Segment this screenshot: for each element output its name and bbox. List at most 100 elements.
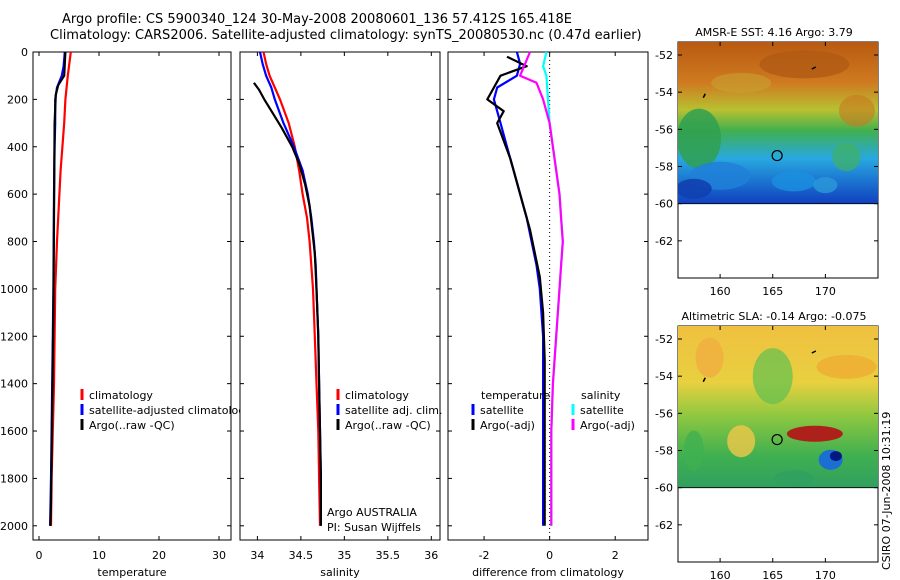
temperature-ytick-label: 600 <box>7 188 28 201</box>
temperature-panel: 0 200 400 600 800 1000 1200 1400 1600 1800 2000 0 10… <box>0 46 252 579</box>
salinity-xtick-label: 36 <box>424 549 438 562</box>
salinity-xtick-label: 34 <box>250 549 264 562</box>
sla-map-field-patch <box>752 348 793 405</box>
temperature-xtick-label: 20 <box>152 549 166 562</box>
temperature-ytick-label: 400 <box>7 141 28 154</box>
temperature-ytick-label: 200 <box>7 93 28 106</box>
temperature-xtick-label: 10 <box>92 549 106 562</box>
temperature-ytick-label: 1200 <box>0 330 28 343</box>
legend-label: satellite-adjusted climatology <box>89 404 252 417</box>
sla-map-field-patch <box>786 425 843 442</box>
sst-map-field-patch <box>813 177 838 194</box>
temperature-ytick-label: 1400 <box>0 378 28 391</box>
legend-label: satellite adj. clim. <box>345 404 442 417</box>
temperature-ytick-label: 800 <box>7 236 28 249</box>
legend-heading: salinity <box>581 389 621 402</box>
sst-map-ytick-label: -54 <box>655 86 673 99</box>
temperature-ytick-label: 2000 <box>0 520 28 533</box>
sst-map-ytick-label: -62 <box>655 235 673 248</box>
difference-frame <box>447 51 649 541</box>
salinity-xlabel: salinity <box>320 566 360 579</box>
sla-map-field <box>678 326 878 488</box>
sla-map-field-patch <box>683 430 704 471</box>
legend-label: climatology <box>89 389 153 402</box>
difference-xtick-label: 2 <box>612 549 619 562</box>
salinity-frame <box>239 51 441 541</box>
sla-map-ytick-label: -60 <box>655 482 673 495</box>
temperature-series-line <box>49 51 72 526</box>
sla-map-ytick-label: -54 <box>655 370 673 383</box>
legend-label: satellite <box>480 404 524 417</box>
temperature-xtick-label: 0 <box>36 549 43 562</box>
sst-map-xtick-label: 170 <box>815 285 836 298</box>
sla-map-ytick-label: -52 <box>655 333 673 346</box>
sst-map-xtick-label: 165 <box>762 285 783 298</box>
sst-map-xtick-label: 160 <box>710 285 731 298</box>
legend-label: satellite <box>580 404 624 417</box>
temperature-ytick-label: 0 <box>21 46 28 59</box>
sst-map-title: AMSR-E SST: 4.16 Argo: 3.79 <box>695 26 853 39</box>
sla-map-panel: -52 -54 -56 -58 -60 -62 160 165 170 Altimetric SL… <box>655 310 879 580</box>
sla-map-ytick-label: -62 <box>655 519 673 532</box>
difference-xlabel: difference from climatology <box>472 566 624 579</box>
temperature-xtick-label: 30 <box>212 549 226 562</box>
salinity-xtick-label: 34.5 <box>289 549 314 562</box>
drift-arrow <box>702 93 706 99</box>
sla-map-xtick-label: 160 <box>710 569 731 580</box>
sst-map-ytick-label: -56 <box>655 123 673 136</box>
sst-map-field-patch <box>759 50 850 79</box>
sst-map-ytick-label: -58 <box>655 161 673 174</box>
legend-label: Argo(..raw -QC) <box>345 419 431 432</box>
difference-xtick-label: -2 <box>479 549 490 562</box>
sst-map-field-patch <box>678 178 712 199</box>
temperature-ytick-label: 1000 <box>0 283 28 296</box>
sla-map-field-patch <box>829 451 842 462</box>
legend-label: climatology <box>345 389 409 402</box>
temperature-frame <box>32 51 232 541</box>
salinity-series-line <box>253 82 322 526</box>
salinity-xtick-label: 35 <box>337 549 351 562</box>
legend-label: Argo(-adj) <box>480 419 535 432</box>
sst-map-ytick-label: -52 <box>655 49 673 62</box>
sst-map-field-patch <box>771 171 816 192</box>
legend-heading: temperature <box>481 389 550 402</box>
salinity-panel: 34 34.5 35 35.5 36 salinity climatology satelli… <box>239 51 442 579</box>
temperature-ytick-label: 1800 <box>0 472 28 485</box>
legend-label: Argo(..raw -QC) <box>89 419 175 432</box>
header-line-1: Argo profile: CS 5900340_124 30-May-2008… <box>62 12 572 27</box>
sla-map-xtick-label: 170 <box>815 569 836 580</box>
sst-map-field-patch <box>838 94 875 127</box>
sst-map-field-patch <box>678 108 722 169</box>
annotation-argo-australia: Argo AUSTRALIA <box>327 506 417 519</box>
sst-map-panel: -52 -54 -56 -58 -60 -62 160 165 170 AMSR-E SST: 4… <box>655 26 879 298</box>
sla-map-field-patch <box>773 470 814 487</box>
sla-map-field-patch <box>816 354 877 379</box>
annotation-pi: PI: Susan Wijffels <box>327 521 421 534</box>
sst-map-ytick-label: -60 <box>655 198 673 211</box>
temperature-ytick-label: 1600 <box>0 425 28 438</box>
salinity-series-line <box>262 51 322 526</box>
sla-map-ytick-label: -56 <box>655 407 673 420</box>
argo-float-marker <box>771 149 783 162</box>
drift-arrow <box>811 350 817 354</box>
salinity-xtick-label: 35.5 <box>376 549 401 562</box>
difference-xtick-label: 0 <box>546 549 553 562</box>
sst-map-field-patch <box>832 143 861 172</box>
drift-arrow <box>702 377 706 383</box>
drift-arrow <box>811 66 817 70</box>
sla-map-ytick-label: -58 <box>655 445 673 458</box>
temperature-series-line <box>49 51 67 526</box>
legend-label: Argo(-adj) <box>580 419 635 432</box>
difference-series-line <box>519 51 564 526</box>
sst-map-field <box>678 42 878 204</box>
sla-map-title: Altimetric SLA: -0.14 Argo: -0.075 <box>682 310 867 323</box>
sla-map-xtick-label: 165 <box>762 569 783 580</box>
argo-float-marker <box>771 433 783 446</box>
sla-map-field-patch <box>695 337 724 378</box>
sst-map-field-patch <box>711 72 772 93</box>
temperature-xlabel: temperature <box>97 566 166 579</box>
difference-series-line <box>486 55 546 526</box>
difference-panel: -2 0 2 difference from climatology temperatu… <box>447 51 649 579</box>
header-line-2: Climatology: CARS2006. Satellite-adjuste… <box>50 28 642 43</box>
